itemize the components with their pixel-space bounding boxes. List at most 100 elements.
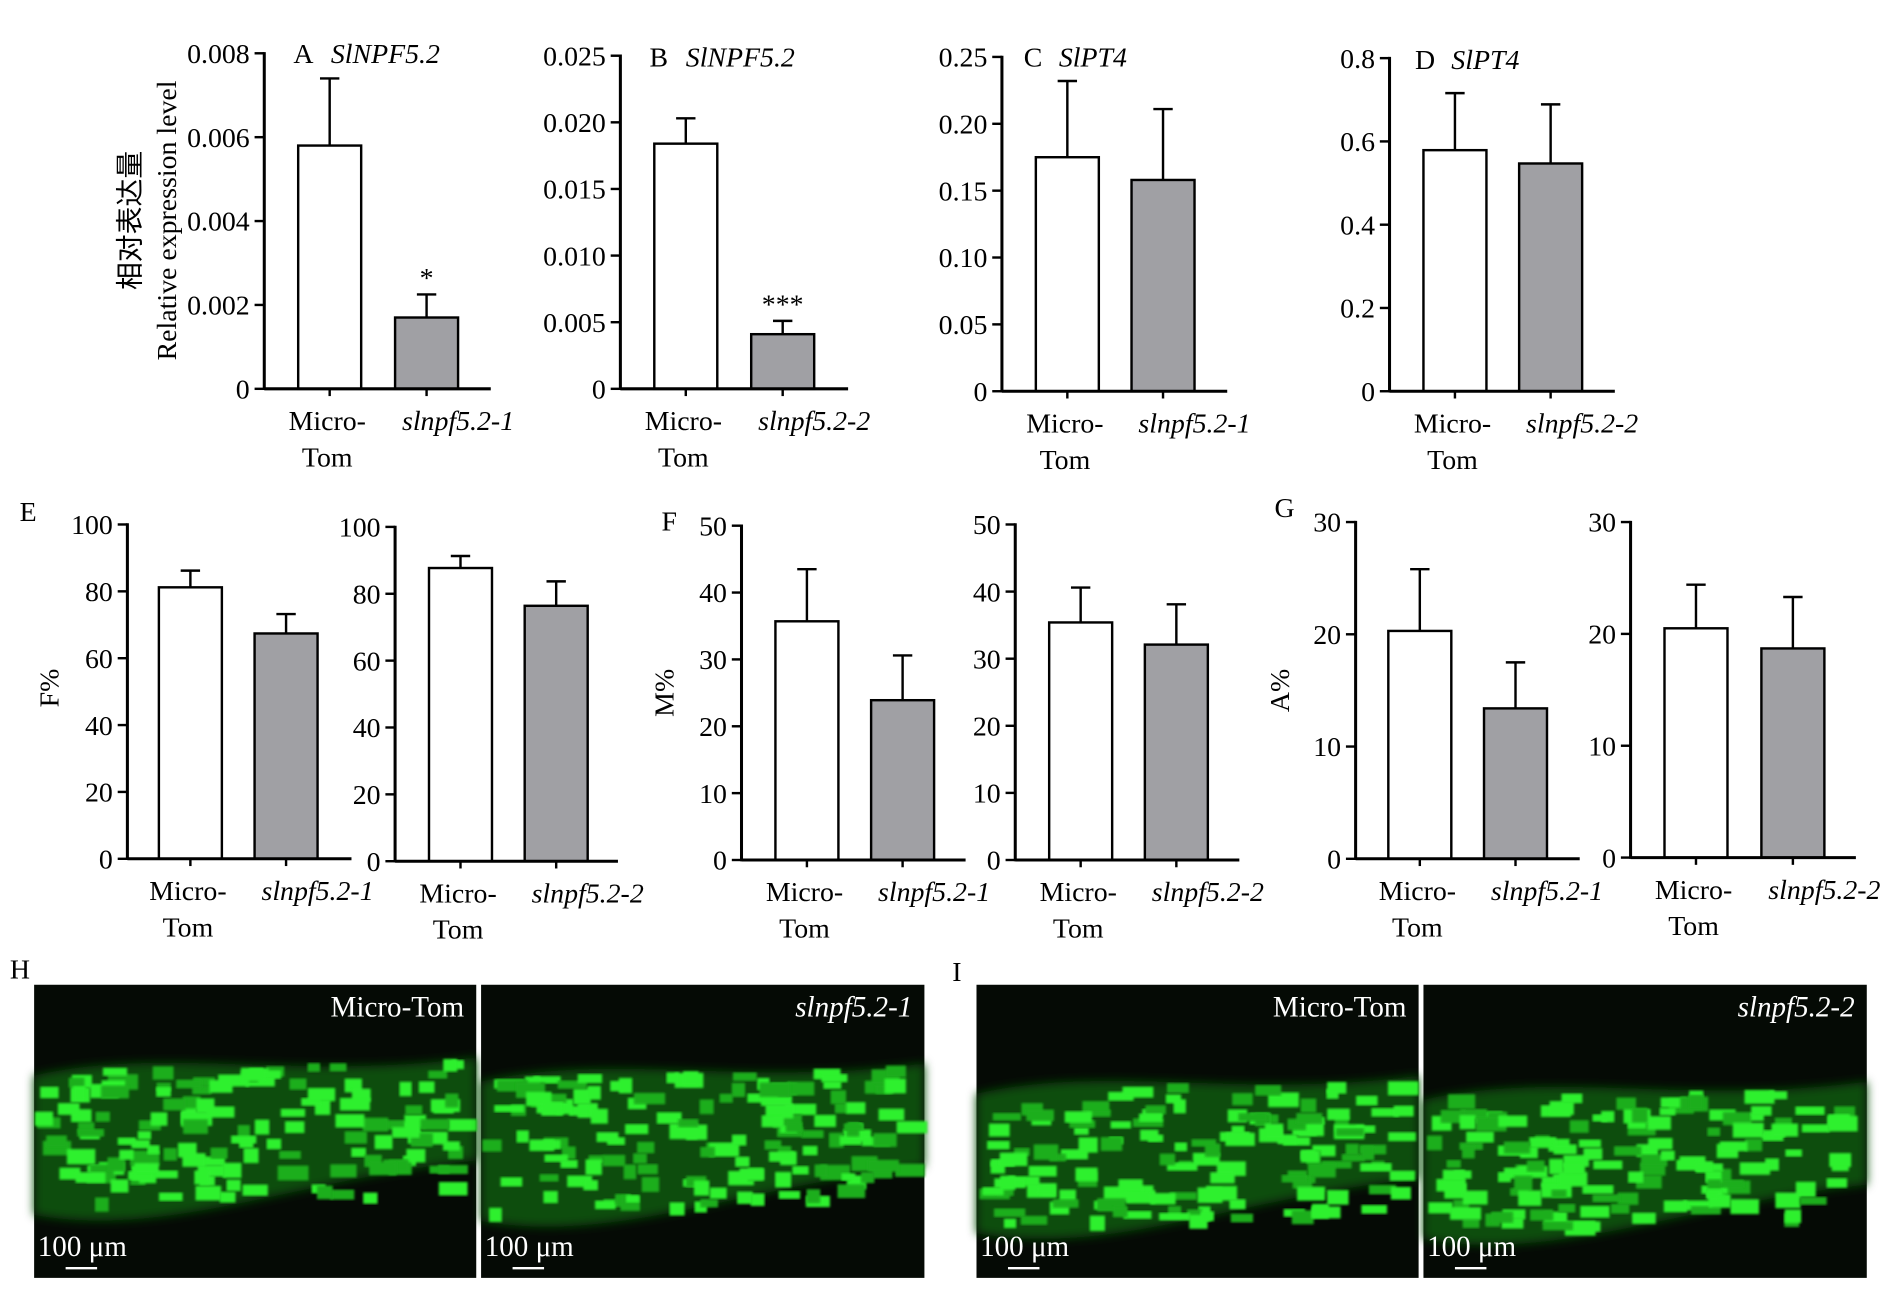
bar	[1663, 627, 1729, 859]
cell	[999, 1152, 1028, 1167]
cell	[1690, 1206, 1721, 1215]
cell	[846, 1102, 866, 1114]
cell	[583, 1180, 598, 1191]
bar	[1387, 629, 1453, 860]
cell	[59, 1167, 81, 1180]
cell	[494, 1104, 525, 1113]
y-tick-label: 20	[1588, 620, 1616, 651]
cell	[1026, 1109, 1054, 1122]
cell	[1801, 1124, 1830, 1133]
y-tick-label: 0.008	[187, 39, 250, 70]
y-tick-label: 0	[592, 375, 606, 406]
cell	[801, 1130, 824, 1139]
cell	[765, 1104, 794, 1119]
cell	[693, 1180, 710, 1196]
cell	[240, 1067, 264, 1082]
y-tick-label: 20	[699, 712, 727, 743]
cell	[137, 1131, 152, 1140]
cell	[633, 1153, 647, 1164]
x-tick-label: slnpf5.2-2	[758, 406, 870, 437]
cell	[451, 1060, 464, 1070]
cell	[1264, 1123, 1284, 1139]
y-tick-label: 20	[85, 778, 113, 809]
cell	[547, 1093, 567, 1103]
cell	[206, 1106, 235, 1118]
cell	[541, 1102, 564, 1111]
cell	[878, 1108, 905, 1121]
cell	[896, 1121, 928, 1134]
cell	[226, 1179, 241, 1192]
cell	[94, 1197, 109, 1212]
cell	[1739, 1162, 1771, 1175]
cell	[637, 1164, 658, 1175]
x-tick-label: Micro-Tom	[1026, 408, 1103, 475]
cell	[34, 1111, 54, 1126]
cell	[834, 1103, 848, 1114]
cell	[1052, 1199, 1079, 1208]
cell	[1427, 1135, 1443, 1151]
cell	[46, 1135, 67, 1148]
cell	[988, 1123, 1010, 1137]
cell	[885, 1065, 906, 1078]
cell	[384, 1120, 406, 1130]
cell	[1705, 1170, 1722, 1183]
cell	[339, 1097, 371, 1111]
cell	[823, 1081, 842, 1089]
y-tick-label: 0	[1602, 843, 1616, 874]
cell	[1583, 1148, 1603, 1160]
cell	[1368, 1184, 1397, 1195]
cell	[1647, 1116, 1671, 1130]
cell	[1064, 1111, 1093, 1123]
cell	[443, 1141, 460, 1151]
cell	[210, 1147, 228, 1159]
significance-label: ***	[762, 290, 804, 321]
cell	[1784, 1209, 1802, 1224]
cell	[330, 1189, 355, 1200]
image-label: Micro-Tom	[331, 991, 465, 1023]
cell	[1356, 1095, 1378, 1106]
cell	[1501, 1217, 1524, 1229]
y-tick-label: 0.25	[939, 43, 988, 74]
cell	[1187, 1209, 1203, 1220]
panel-label: D	[1415, 45, 1435, 76]
cell	[1497, 1172, 1511, 1183]
cell	[633, 1092, 666, 1105]
micrograph: slnpf5.2-1 100 μm	[481, 984, 928, 1278]
cell	[445, 1093, 459, 1108]
cell	[1582, 1185, 1614, 1194]
cell	[197, 1165, 225, 1177]
cell	[1709, 1109, 1736, 1121]
cell	[1145, 1105, 1166, 1115]
cell	[1442, 1169, 1465, 1182]
cell	[678, 1118, 699, 1128]
cell	[1462, 1218, 1480, 1229]
cell	[1722, 1112, 1752, 1126]
x-tick-label: slnpf5.2-1	[261, 876, 373, 907]
bar	[393, 316, 460, 391]
cell	[731, 1082, 746, 1098]
cell	[1078, 1137, 1098, 1153]
cell	[1000, 1175, 1016, 1190]
cell	[588, 1155, 604, 1163]
cell	[1060, 1149, 1089, 1160]
bar	[1482, 707, 1549, 860]
cell	[1558, 1172, 1588, 1187]
cell	[669, 1123, 698, 1140]
cell	[1558, 1203, 1576, 1213]
cell	[1231, 1125, 1245, 1135]
cell	[301, 1097, 321, 1106]
cell	[1037, 1186, 1054, 1194]
cell	[1707, 1127, 1721, 1137]
cell	[656, 1112, 682, 1124]
y-axis-label: A%	[1265, 669, 1296, 712]
y-tick-label: 10	[973, 779, 1001, 810]
cell	[1268, 1092, 1299, 1108]
y-tick-label: 0	[236, 375, 250, 406]
cell	[1428, 1202, 1453, 1214]
cell	[405, 1105, 423, 1115]
cell	[806, 1189, 821, 1204]
bar	[653, 142, 719, 391]
cell	[560, 1159, 578, 1169]
cell	[1277, 1134, 1298, 1145]
y-tick-label: 30	[699, 645, 727, 676]
